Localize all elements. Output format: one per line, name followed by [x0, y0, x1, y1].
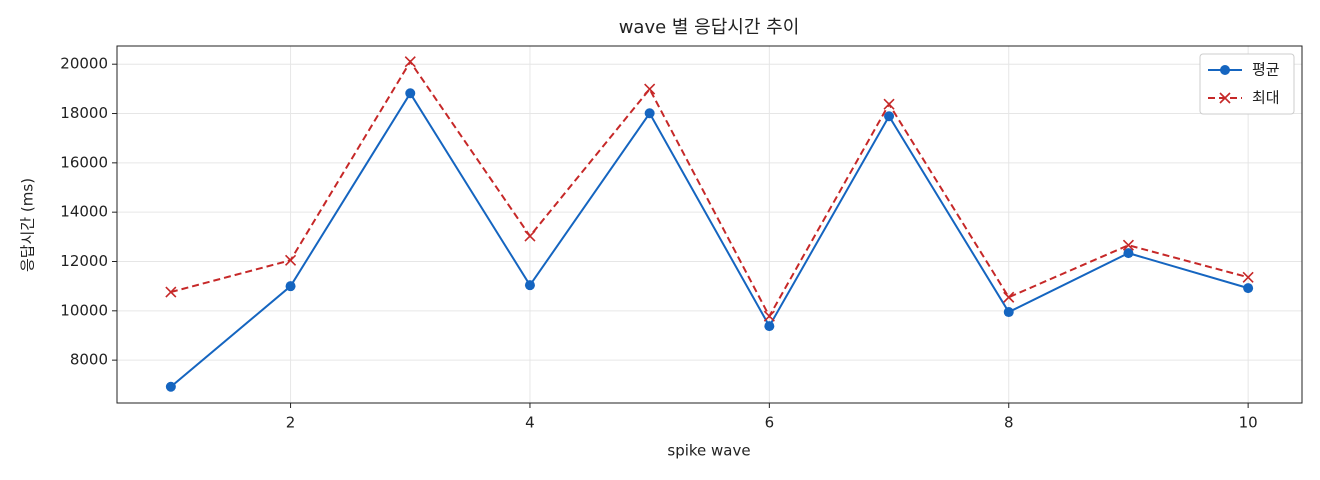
y-tick-label: 14000 — [60, 203, 108, 221]
data-point — [405, 88, 416, 99]
data-point — [404, 56, 416, 68]
legend-marker — [1219, 92, 1231, 104]
data-point — [1123, 248, 1134, 259]
data-point — [284, 254, 297, 266]
data-point — [644, 83, 656, 95]
data-point — [524, 280, 535, 291]
legend-label: 평균 — [1252, 61, 1280, 79]
data-point — [644, 108, 655, 119]
data-point — [1003, 307, 1014, 318]
y-axis-label: 응답시간 (ms) — [19, 178, 37, 272]
x-tick-label: 2 — [286, 414, 296, 432]
chart-title: wave 별 응답시간 추이 — [619, 17, 800, 38]
x-tick-label: 10 — [1239, 414, 1258, 432]
data-point — [1122, 239, 1135, 251]
y-tick-label: 20000 — [60, 55, 108, 73]
legend-label: 최대 — [1252, 89, 1280, 107]
data-point — [764, 321, 775, 332]
data-point — [763, 310, 775, 322]
legend-marker — [1220, 65, 1230, 75]
data-point — [285, 281, 296, 292]
x-tick-label: 4 — [525, 414, 535, 432]
series-line — [170, 59, 1249, 319]
x-tick-label: 6 — [765, 414, 775, 432]
series-line — [170, 91, 1249, 388]
y-tick-label: 18000 — [60, 104, 108, 122]
data-point — [524, 230, 536, 242]
data-point — [1242, 271, 1254, 283]
data-point — [165, 381, 176, 392]
y-tick-label: 16000 — [60, 153, 108, 171]
y-tick-label: 12000 — [60, 252, 108, 270]
legend-box — [1199, 53, 1295, 115]
plot-frame — [116, 45, 1303, 404]
data-point — [1243, 283, 1254, 294]
data-point — [884, 111, 895, 122]
data-point — [165, 286, 177, 298]
y-tick-label: 8000 — [70, 351, 108, 369]
x-axis-label: spike wave — [667, 442, 750, 460]
y-tick-label: 10000 — [60, 301, 108, 319]
data-point — [1003, 291, 1015, 303]
data-point — [883, 98, 895, 110]
x-tick-label: 8 — [1004, 414, 1014, 432]
